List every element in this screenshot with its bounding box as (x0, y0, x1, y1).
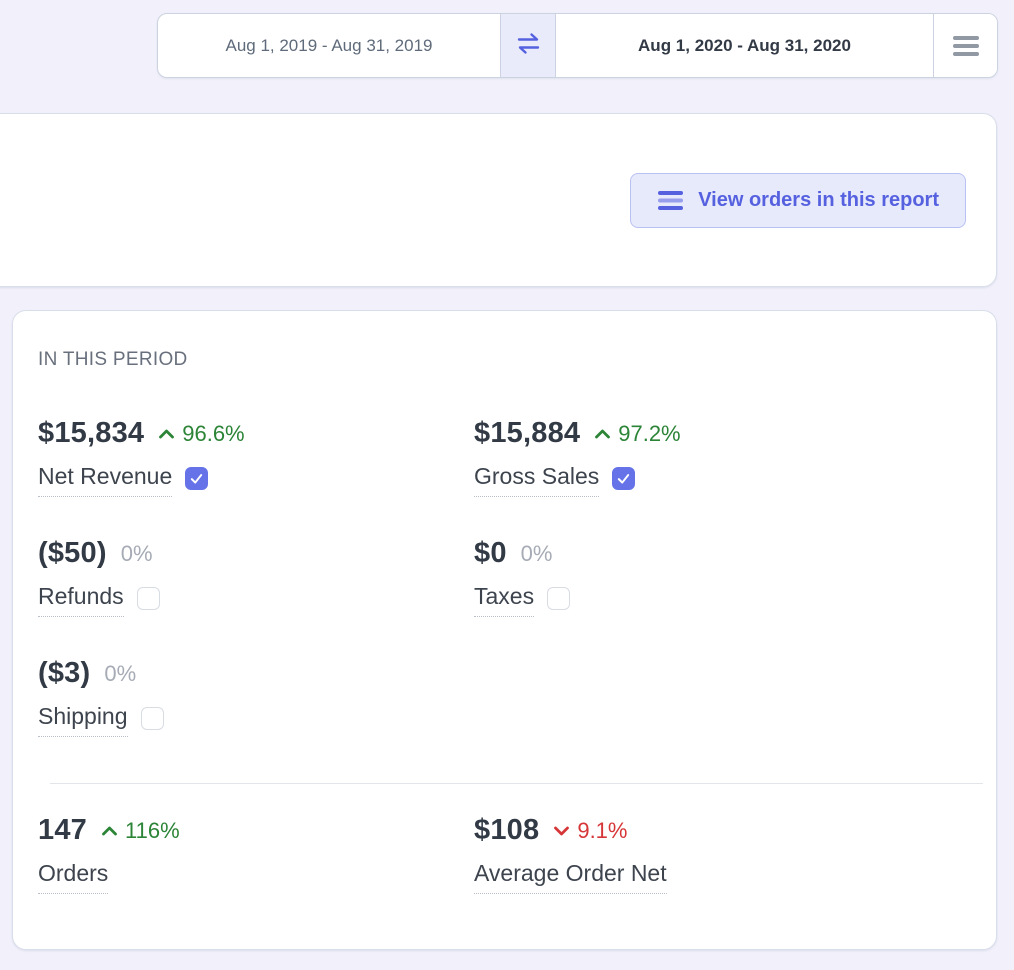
stat-percent: 96.6% (182, 420, 245, 446)
stat-orders: 147 116% Orders (38, 814, 474, 894)
stat-value: $108 (474, 814, 540, 846)
stat-percent: 0% (104, 660, 137, 686)
view-orders-label: View orders in this report (698, 188, 939, 211)
stat-taxes: $0 0% Taxes (474, 537, 971, 617)
report-actions-card: View orders in this report (0, 113, 997, 287)
swap-ranges-button[interactable] (500, 14, 556, 77)
stat-value: $0 (474, 537, 507, 569)
stat-refunds: ($50) 0% Refunds (38, 537, 474, 617)
stat-label-link[interactable]: Average Order Net (474, 860, 667, 894)
stat-label-link[interactable]: Orders (38, 860, 109, 894)
stat-checkbox[interactable] (547, 586, 571, 610)
stat-trend: 0% (104, 661, 136, 687)
period-card-title: IN THIS PERIOD (38, 349, 188, 370)
stat-trend: 9.1% (553, 818, 627, 844)
stat-percent: 116% (125, 817, 180, 843)
stat-trend: 0% (521, 541, 553, 567)
stat-value: 147 (38, 814, 87, 846)
stat-checkbox[interactable] (140, 706, 164, 730)
previous-date-range-field[interactable]: Aug 1, 2019 - Aug 31, 2019 (158, 14, 500, 77)
stat-shipping: ($3) 0% Shipping (38, 657, 474, 737)
view-orders-button[interactable]: View orders in this report (630, 172, 966, 228)
stat-trend: 96.6% (158, 420, 245, 447)
stat-percent: 0% (520, 540, 553, 566)
summary-divider (50, 783, 983, 784)
summary-grid: 147 116% Orders $108 9.1% (38, 814, 971, 894)
stats-grid: $15,834 96.6% Net Revenue $15,884 97.2% (38, 417, 971, 737)
stat-checkbox[interactable] (185, 466, 209, 490)
stat-checkbox[interactable] (136, 586, 160, 610)
stat-value: $15,834 (38, 417, 145, 449)
stat-label-link[interactable]: Gross Sales (474, 463, 600, 497)
date-range-bar: Aug 1, 2019 - Aug 31, 2019 Aug 1, 2020 -… (157, 13, 998, 78)
trend-up-icon (101, 825, 118, 837)
stat-trend: 116% (101, 818, 180, 844)
stat-trend: 0% (121, 541, 153, 567)
stat-label-link[interactable]: Taxes (474, 583, 535, 617)
current-date-range-label: Aug 1, 2020 - Aug 31, 2020 (638, 35, 851, 55)
stat-label-link[interactable]: Refunds (38, 583, 124, 617)
stat-value: ($50) (38, 537, 107, 569)
stat-gross-sales: $15,884 97.2% Gross Sales (474, 417, 971, 497)
period-stats-card: IN THIS PERIOD $15,834 96.6% Net Revenue… (12, 310, 997, 950)
previous-date-range-label: Aug 1, 2019 - Aug 31, 2019 (225, 35, 433, 55)
trend-down-icon (553, 825, 570, 837)
stat-trend: 97.2% (594, 420, 681, 447)
stat-percent: 97.2% (618, 420, 681, 446)
stat-label-link[interactable]: Net Revenue (38, 463, 173, 497)
current-date-range-field[interactable]: Aug 1, 2020 - Aug 31, 2020 (556, 14, 933, 77)
stat-label-link[interactable]: Shipping (38, 703, 128, 737)
date-bar-menu-button[interactable] (933, 14, 997, 77)
stat-percent: 0% (120, 540, 153, 566)
list-menu-icon (657, 190, 684, 211)
stat-percent: 9.1% (577, 817, 628, 843)
stat-value: $15,884 (474, 417, 581, 449)
stat-average-order-net: $108 9.1% Average Order Net (474, 814, 971, 894)
trend-up-icon (158, 428, 175, 440)
trend-up-icon (594, 428, 611, 440)
swap-arrows-icon (515, 32, 542, 60)
stat-checkbox[interactable] (612, 466, 636, 490)
stat-net-revenue: $15,834 96.6% Net Revenue (38, 417, 474, 497)
stat-value: ($3) (38, 657, 91, 689)
hamburger-icon (952, 35, 979, 40)
